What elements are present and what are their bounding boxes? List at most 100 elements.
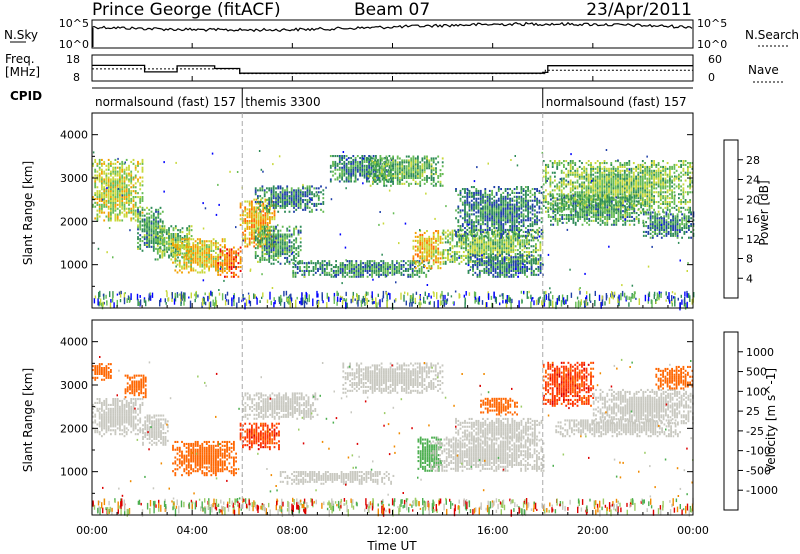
power-cell bbox=[493, 223, 496, 226]
power-cell bbox=[556, 162, 559, 165]
power-cell bbox=[268, 241, 271, 244]
power-cell bbox=[528, 247, 530, 250]
power-cell bbox=[510, 239, 512, 242]
power-cell bbox=[432, 161, 435, 164]
power-cell bbox=[590, 171, 592, 174]
power-cell bbox=[375, 269, 378, 272]
power-cell bbox=[326, 273, 328, 276]
power-cell bbox=[363, 174, 366, 177]
power-cell bbox=[407, 273, 410, 276]
power-cell bbox=[479, 236, 482, 239]
power-cell bbox=[272, 233, 275, 236]
power-cell bbox=[103, 160, 106, 163]
power-cell bbox=[421, 243, 424, 246]
power-cell bbox=[125, 207, 128, 210]
power-cell bbox=[251, 222, 253, 225]
power-cell bbox=[272, 206, 275, 209]
power-cell bbox=[103, 178, 106, 181]
power-cell bbox=[369, 155, 372, 158]
power-cell bbox=[294, 264, 297, 267]
power-cell bbox=[185, 261, 188, 264]
power-cell bbox=[501, 266, 504, 269]
power-cell bbox=[585, 202, 588, 205]
power-cell bbox=[482, 211, 484, 214]
power-cell bbox=[137, 224, 139, 227]
power-cell bbox=[500, 195, 502, 198]
power-cell bbox=[132, 178, 135, 181]
power-cell bbox=[594, 183, 597, 186]
power-cell bbox=[506, 188, 509, 191]
power-cell bbox=[181, 244, 183, 247]
power-cell bbox=[512, 262, 515, 265]
power-cell bbox=[472, 266, 474, 269]
power-cell bbox=[383, 175, 385, 178]
power-cell bbox=[257, 222, 260, 225]
power-cell bbox=[361, 172, 364, 175]
power-cell bbox=[549, 185, 552, 188]
power-cell bbox=[504, 230, 507, 233]
power-cell bbox=[119, 162, 121, 165]
power-cell bbox=[259, 260, 262, 263]
power-cell bbox=[335, 273, 337, 276]
power-cell bbox=[563, 177, 565, 180]
power-cell bbox=[170, 254, 173, 257]
noise-left-label: N.Sky bbox=[4, 28, 38, 42]
power-cell bbox=[107, 168, 110, 171]
power-cell bbox=[152, 241, 155, 244]
power-cell bbox=[400, 260, 403, 263]
power-cell bbox=[401, 176, 404, 179]
power-cell bbox=[396, 175, 399, 178]
power-cell bbox=[486, 203, 489, 206]
power-cell bbox=[295, 201, 298, 204]
power-cell bbox=[105, 194, 108, 197]
power-cell bbox=[163, 231, 166, 234]
power-cell bbox=[368, 168, 370, 171]
power-cell bbox=[549, 177, 552, 180]
power-cell bbox=[343, 174, 346, 177]
power-cell bbox=[277, 201, 280, 204]
power-cell bbox=[270, 249, 273, 252]
power-cell bbox=[398, 271, 401, 274]
power-cell bbox=[423, 169, 426, 172]
power-cell bbox=[259, 241, 262, 244]
power-cell bbox=[478, 254, 481, 257]
power-cell bbox=[569, 191, 572, 194]
power-cell bbox=[427, 269, 430, 272]
power-cell bbox=[116, 186, 119, 189]
power-cell bbox=[94, 170, 97, 173]
power-cell bbox=[130, 182, 133, 185]
power-cell bbox=[194, 253, 197, 256]
power-cell bbox=[526, 260, 528, 263]
power-cell bbox=[123, 194, 126, 197]
power-cell bbox=[512, 233, 515, 236]
power-cell bbox=[181, 242, 183, 245]
power-cell bbox=[178, 249, 181, 252]
power-cell bbox=[378, 167, 381, 170]
power-cell bbox=[511, 219, 514, 222]
power-cell bbox=[272, 247, 275, 250]
power-cell bbox=[196, 249, 199, 252]
power-cell bbox=[254, 187, 257, 190]
power-cell bbox=[174, 251, 177, 254]
power-cell bbox=[179, 229, 182, 232]
power-cell bbox=[526, 237, 528, 240]
power-cell bbox=[477, 209, 480, 212]
power-cell bbox=[159, 254, 161, 257]
power-cell bbox=[94, 174, 97, 177]
power-cell bbox=[519, 258, 521, 261]
power-cell bbox=[500, 209, 502, 212]
power-cell bbox=[522, 205, 525, 208]
power-cell bbox=[264, 212, 267, 215]
power-cell bbox=[174, 259, 177, 262]
power-cell bbox=[110, 209, 112, 212]
power-cell bbox=[537, 249, 539, 252]
power-cell bbox=[581, 191, 583, 194]
power-cell bbox=[116, 197, 119, 200]
power-cell bbox=[430, 178, 433, 181]
power-cell bbox=[497, 203, 500, 206]
power-cell bbox=[461, 188, 464, 191]
power-cell bbox=[392, 178, 394, 181]
power-cell bbox=[348, 275, 351, 278]
power-cell bbox=[551, 163, 554, 166]
power-cell bbox=[482, 197, 484, 200]
